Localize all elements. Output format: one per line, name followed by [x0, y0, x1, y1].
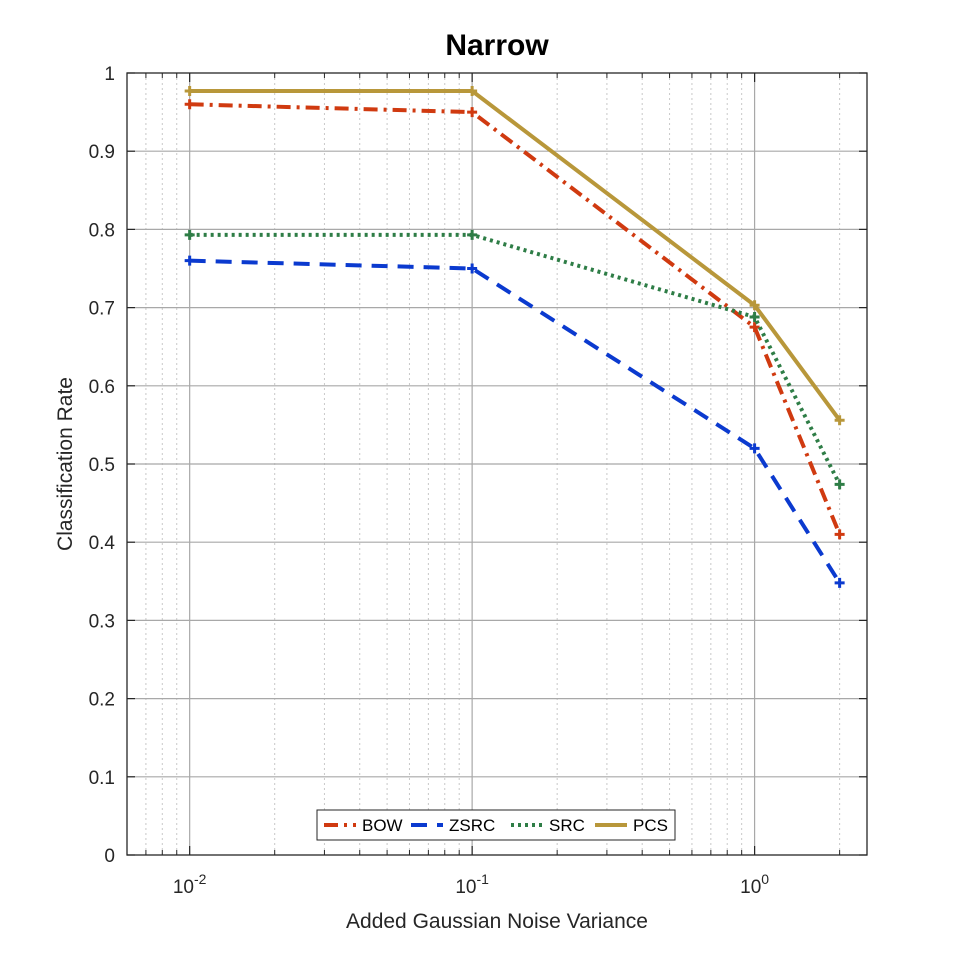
- legend-label-pcs: PCS: [633, 816, 668, 835]
- x-tick-label: 10-2: [173, 871, 207, 898]
- y-tick-label: 0.8: [89, 220, 115, 241]
- data-point-zsrc: [184, 255, 195, 266]
- data-point-zsrc: [467, 263, 478, 274]
- data-point-bow: [467, 107, 478, 118]
- data-point-zsrc: [749, 443, 760, 454]
- data-point-src: [467, 229, 478, 240]
- y-tick-label: 0.5: [89, 455, 115, 476]
- y-tick-label: 0.9: [89, 142, 115, 163]
- x-tick-label: 100: [740, 871, 769, 898]
- y-tick-label: 0.2: [89, 690, 115, 711]
- data-point-src: [749, 311, 760, 322]
- series-zsrc: [184, 255, 845, 588]
- data-point-bow: [749, 322, 760, 333]
- y-tick-label: 0.4: [89, 533, 116, 554]
- y-axis-label: Classification Rate: [54, 377, 77, 551]
- x-axis-label: Added Gaussian Noise Variance: [346, 910, 648, 933]
- series-line-src: [189, 232, 842, 486]
- legend-label-src: SRC: [549, 816, 585, 835]
- y-tick-label: 0.6: [89, 377, 115, 398]
- legend-label-zsrc: ZSRC: [449, 816, 495, 835]
- data-point-pcs: [467, 85, 478, 96]
- data-point-zsrc: [834, 577, 845, 588]
- data-point-src: [834, 479, 845, 490]
- series-src: [184, 229, 845, 490]
- data-point-pcs: [184, 85, 195, 96]
- y-tick-label: 0.7: [89, 299, 115, 320]
- series-layer: [184, 85, 845, 588]
- y-tick-label: 0.1: [89, 768, 115, 789]
- data-point-src: [184, 229, 195, 240]
- y-tick-label: 1: [104, 64, 115, 85]
- data-point-bow: [834, 529, 845, 540]
- series-line-pcs: [189, 88, 842, 422]
- y-tick-label: 0.3: [89, 611, 115, 632]
- y-tick-label: 0: [104, 846, 115, 867]
- series-bow: [184, 99, 845, 540]
- data-point-pcs: [834, 415, 845, 426]
- grid: [126, 73, 867, 855]
- series-pcs: [184, 85, 845, 426]
- legend-label-bow: BOW: [362, 816, 403, 835]
- series-line-zsrc: [189, 258, 842, 584]
- data-point-pcs: [749, 300, 760, 311]
- data-point-bow: [184, 99, 195, 110]
- chart-title: Narrow: [445, 29, 549, 62]
- x-tick-label: 10-1: [455, 871, 489, 898]
- ticks: 10-2 10-1 100 0 0.1 0.2 0.3 0.4 0.5 0.6 0.7 0.8 0.9 1: [89, 64, 867, 898]
- legend: BOW ZSRC SRC PCS: [316, 809, 676, 841]
